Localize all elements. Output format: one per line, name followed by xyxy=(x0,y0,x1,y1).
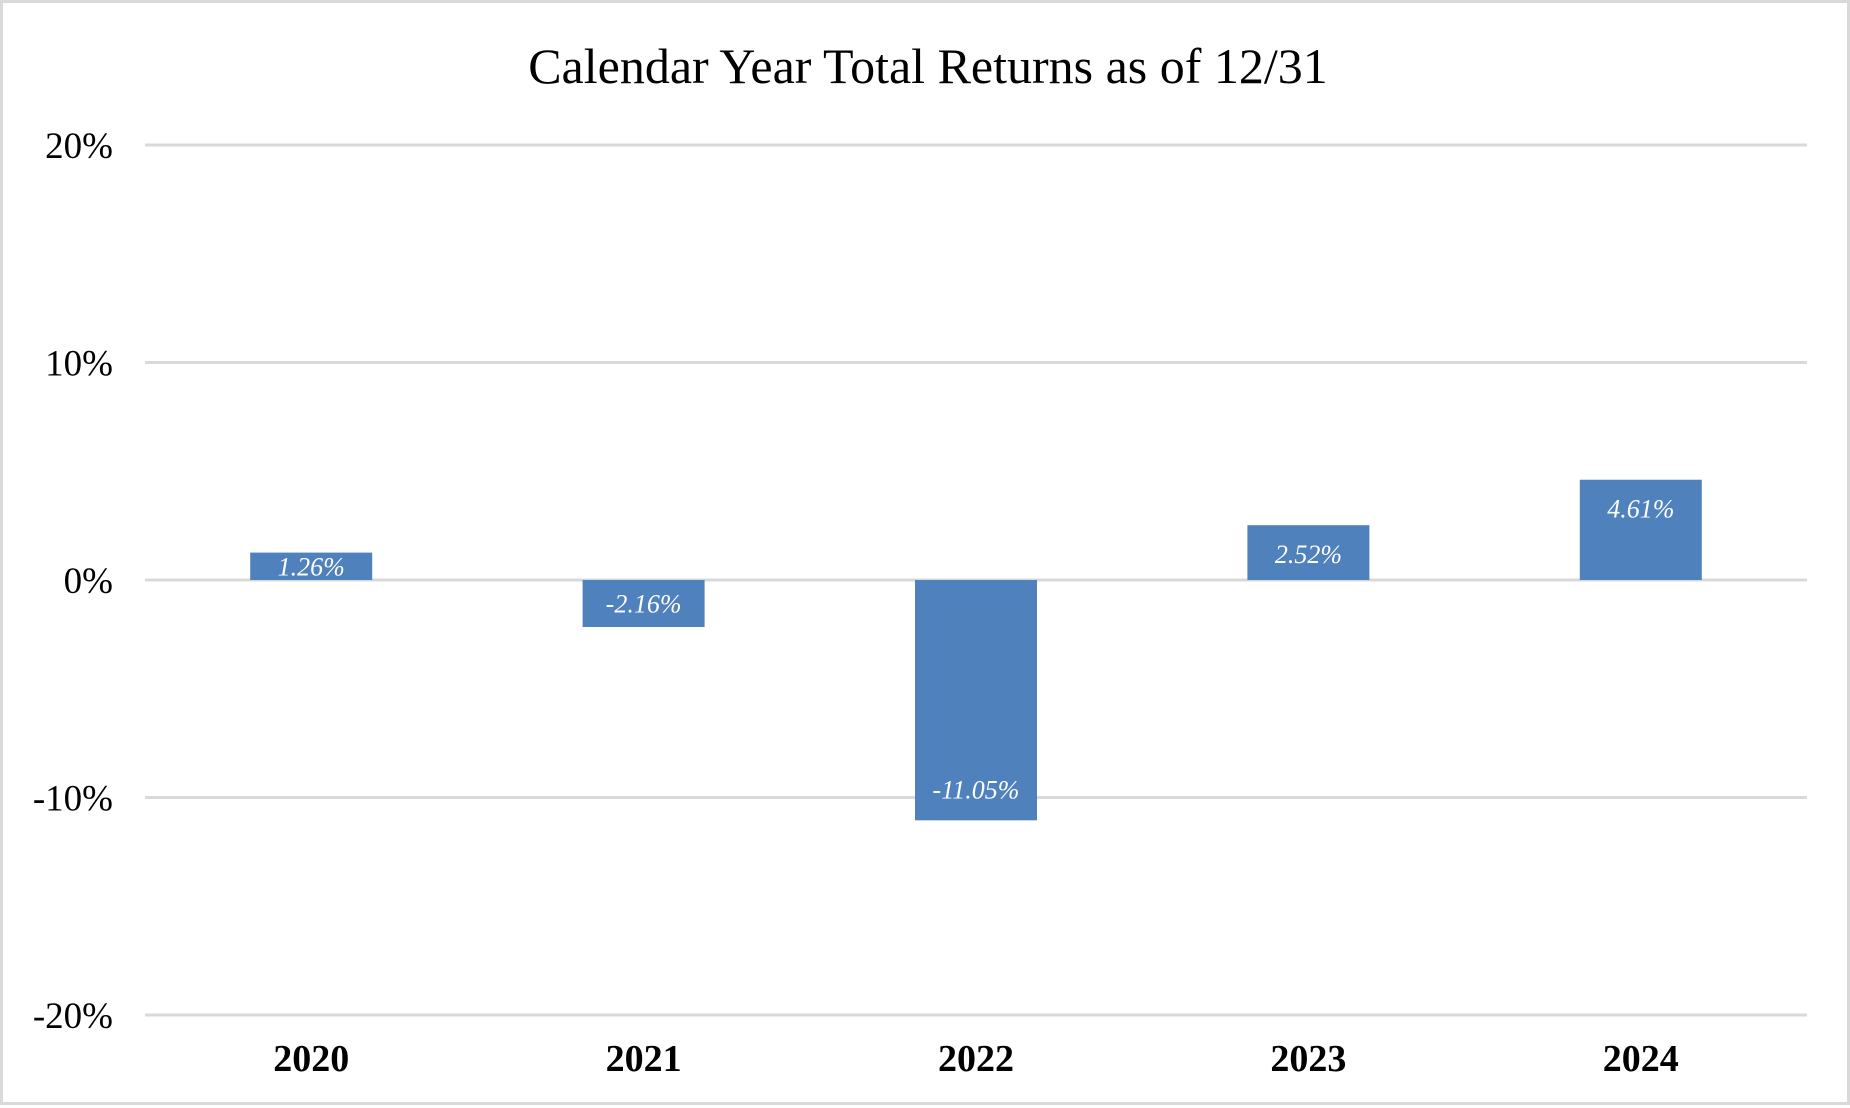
y-tick-label: 20% xyxy=(45,126,113,167)
bar-2021 xyxy=(582,580,705,627)
bar-chart: Calendar Year Total Returns as of 12/31 … xyxy=(33,38,1807,1080)
x-tick-label-2023: 2023 xyxy=(1270,1038,1346,1080)
x-tick-label-2024: 2024 xyxy=(1603,1038,1679,1080)
x-axis-tick-labels: 2020 2021 2022 2023 2024 xyxy=(273,1038,1679,1080)
bar-2022 xyxy=(915,580,1037,821)
bar-2020 xyxy=(250,552,373,580)
data-label-2020: 1.26% xyxy=(278,552,345,581)
chart-title: Calendar Year Total Returns as of 12/31 xyxy=(528,38,1328,94)
y-tick-label: -20% xyxy=(33,996,113,1037)
y-axis-tick-labels: 20% 10% 0% -10% -20% xyxy=(33,126,113,1037)
bar-2023 xyxy=(1247,525,1370,580)
y-tick-label: 10% xyxy=(45,344,113,385)
bar-2024 xyxy=(1579,479,1702,580)
data-label-2023: 2.52% xyxy=(1275,540,1342,569)
data-label-2024: 4.61% xyxy=(1607,495,1674,524)
y-tick-label: -10% xyxy=(33,779,113,820)
y-tick-label: 0% xyxy=(64,561,113,602)
data-label-2022: -11.05% xyxy=(933,775,1020,804)
x-tick-label-2022: 2022 xyxy=(938,1038,1014,1080)
x-tick-label-2021: 2021 xyxy=(606,1038,682,1080)
bars xyxy=(250,479,1702,821)
x-tick-label-2020: 2020 xyxy=(273,1038,349,1080)
data-labels: 1.26% -2.16% -11.05% 2.52% 4.61% xyxy=(278,495,1675,805)
data-label-2021: -2.16% xyxy=(606,589,682,618)
